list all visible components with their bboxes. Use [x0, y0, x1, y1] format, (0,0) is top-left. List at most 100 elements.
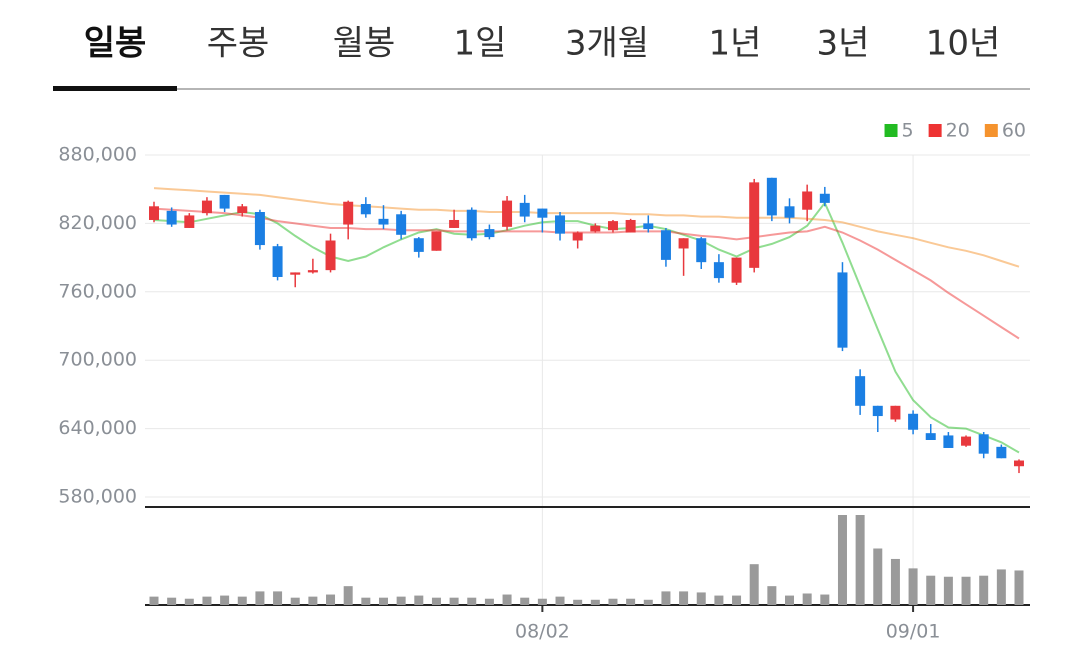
volume-bar — [202, 596, 212, 605]
candle-body — [431, 231, 442, 251]
candle-body — [307, 270, 318, 273]
volume-bar — [714, 595, 724, 605]
candle-body — [290, 272, 301, 275]
volume-bar — [908, 568, 918, 605]
x-tick-label: 08/02 — [515, 621, 570, 643]
y-tick-label: 760,000 — [58, 280, 137, 302]
volume-bar — [996, 569, 1006, 605]
volume-bar — [785, 595, 795, 605]
volume-bar — [626, 598, 636, 605]
volume-bar — [643, 599, 653, 605]
volume-bar — [926, 575, 936, 605]
candle-body — [925, 433, 936, 440]
candle-body — [784, 206, 795, 218]
candle-body — [272, 246, 283, 277]
candle-body — [837, 272, 848, 348]
candle-body — [660, 230, 671, 260]
candle-body — [625, 219, 636, 233]
candle-body — [149, 206, 159, 220]
candle-body — [466, 209, 477, 239]
volume-bar — [573, 599, 583, 605]
volume-bar — [749, 564, 759, 605]
tab[interactable]: 3개월 — [565, 24, 649, 64]
candle-body — [537, 208, 548, 218]
candle-body — [749, 182, 760, 268]
volume-bar — [326, 594, 336, 605]
ma-line — [153, 187, 1020, 268]
candle-body — [502, 200, 513, 227]
tab[interactable]: 월봉 — [333, 24, 396, 64]
candle-body — [555, 215, 566, 234]
volume-bar — [361, 597, 371, 605]
volume-bar — [555, 596, 565, 605]
volume-bar — [961, 576, 971, 605]
volume-bar — [979, 575, 989, 605]
candle-body — [360, 204, 371, 215]
y-tick-label: 820,000 — [58, 212, 137, 234]
volume-bar — [255, 591, 265, 605]
candle-body — [166, 210, 177, 225]
candle-body — [872, 405, 883, 417]
volume-bar — [378, 597, 388, 605]
candle-body — [819, 193, 830, 203]
tab[interactable]: 주봉 — [207, 24, 270, 64]
volume-bar — [732, 595, 742, 605]
legend-swatch — [928, 124, 942, 137]
tab[interactable]: 3년 — [817, 24, 870, 64]
candle-body — [343, 201, 354, 225]
candle-body — [908, 413, 919, 430]
volume-bar — [237, 596, 247, 605]
volume-bar — [661, 591, 671, 605]
volume-bar — [590, 599, 600, 605]
legend-label: 60 — [1002, 120, 1026, 142]
candle-body — [731, 257, 742, 283]
volume-bar — [149, 596, 159, 605]
candle-body — [607, 221, 618, 231]
candle-body — [943, 435, 954, 448]
tab[interactable]: 1일 — [454, 24, 507, 64]
candle-body — [219, 194, 230, 209]
tab[interactable]: 1년 — [709, 24, 762, 64]
candle-body — [996, 446, 1007, 459]
candle-body — [678, 238, 689, 249]
volume-bar — [449, 597, 459, 605]
candle-body — [766, 177, 777, 216]
candle-body — [325, 240, 336, 271]
volume-bar — [537, 598, 547, 605]
candle-body — [855, 376, 866, 406]
volume-bar — [467, 597, 477, 605]
volume-bar — [943, 576, 953, 605]
tab[interactable]: 일봉 — [84, 24, 147, 64]
volume-bar — [855, 515, 865, 605]
volume-bar — [873, 548, 883, 605]
volume-bar — [273, 591, 283, 605]
volume-bar — [767, 586, 777, 605]
candle-body — [184, 215, 195, 228]
volume-bar — [608, 598, 618, 605]
candle-body — [590, 225, 601, 232]
candle-body — [978, 434, 989, 454]
candle-body — [484, 229, 495, 238]
volume-bar — [484, 598, 494, 605]
tab-indicator — [53, 86, 177, 91]
candle-body — [201, 200, 212, 214]
volume-bar — [220, 595, 230, 605]
volume-bar — [820, 594, 830, 605]
volume-bar — [167, 597, 177, 605]
ma-line — [153, 200, 1020, 454]
volume-bar — [308, 596, 318, 605]
legend-swatch — [984, 124, 998, 137]
candle-body — [572, 232, 583, 241]
y-tick-label: 640,000 — [58, 417, 137, 439]
candle-body — [519, 202, 530, 217]
volume-bar — [802, 593, 812, 605]
ma-line — [153, 207, 1020, 340]
volume-bar — [414, 595, 424, 605]
candle-body — [890, 405, 901, 420]
y-tick-label: 700,000 — [58, 349, 137, 371]
tab[interactable]: 10년 — [926, 24, 1001, 64]
volume-bar — [696, 592, 706, 605]
volume-bar — [431, 597, 441, 605]
